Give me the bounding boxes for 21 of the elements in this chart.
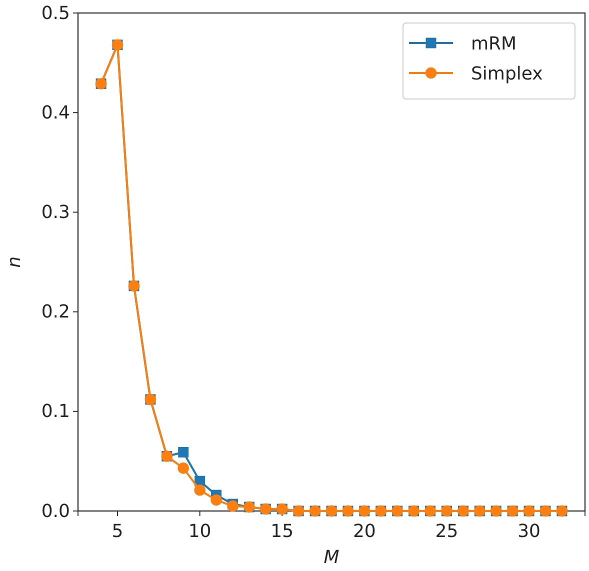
x-axis-title: M bbox=[324, 547, 340, 568]
x-tick-label: 25 bbox=[435, 521, 458, 542]
legend-label: mRM bbox=[471, 33, 517, 54]
y-tick-label: 0.5 bbox=[41, 2, 70, 24]
x-tick-label: 30 bbox=[518, 521, 540, 542]
y-tick-label: 0.0 bbox=[41, 500, 70, 522]
point bbox=[194, 484, 206, 496]
y-tick-label: 0.1 bbox=[41, 401, 70, 422]
y-tick-label: 0.2 bbox=[41, 302, 70, 323]
x-tick-label: 10 bbox=[188, 521, 212, 542]
y-tick-label: 0.4 bbox=[41, 102, 70, 124]
point bbox=[178, 446, 189, 458]
x-tick-label: 15 bbox=[270, 521, 294, 542]
y-tick-label: 0.3 bbox=[41, 202, 70, 223]
point bbox=[210, 494, 222, 506]
x-tick-label: 20 bbox=[352, 521, 376, 542]
point bbox=[227, 500, 238, 512]
y-axis-title: n bbox=[4, 256, 25, 268]
x-tick-label: 5 bbox=[112, 521, 124, 542]
legend-label: Simplex bbox=[471, 63, 544, 84]
point bbox=[178, 462, 189, 474]
